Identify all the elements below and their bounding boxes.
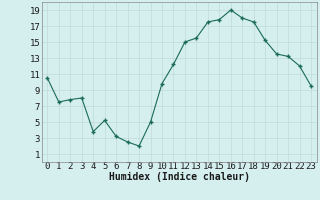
X-axis label: Humidex (Indice chaleur): Humidex (Indice chaleur) — [109, 172, 250, 182]
